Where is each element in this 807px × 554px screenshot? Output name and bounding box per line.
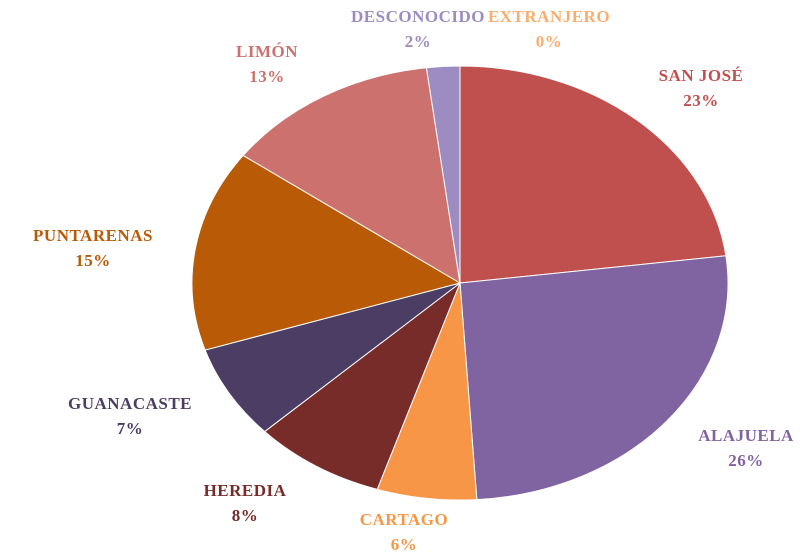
pie-slice: [459, 65, 727, 284]
slice-label: GUANACASTE: [68, 394, 192, 413]
slice-label: CARTAGO: [360, 510, 449, 529]
slice-label: LIMÓN: [236, 42, 298, 61]
slice-label: SAN JOSÉ: [659, 66, 744, 85]
pie-slice: [263, 281, 462, 490]
slice-value-label: 26%: [728, 451, 764, 470]
slice-value-label: 0%: [536, 32, 563, 51]
slice-value-label: 2%: [405, 32, 432, 51]
pie-slice: [191, 154, 462, 351]
slice-value-label: 23%: [683, 91, 719, 110]
slice-value-label: 8%: [232, 506, 259, 525]
pie-slice: [242, 67, 461, 284]
slice-label: DESCONOCIDO: [351, 7, 485, 26]
slice-value-label: 7%: [117, 419, 144, 438]
slice-value-label: 6%: [391, 535, 418, 554]
slice-value-label: 15%: [75, 251, 111, 270]
pie-slice: [459, 255, 729, 501]
slice-label: ALAJUELA: [698, 426, 794, 445]
slice-label: EXTRANJERO: [488, 7, 610, 26]
slice-value-label: 13%: [249, 67, 285, 86]
slice-label: PUNTARENAS: [33, 226, 153, 245]
pie-slice: [204, 282, 461, 433]
slice-label: HEREDIA: [204, 481, 287, 500]
